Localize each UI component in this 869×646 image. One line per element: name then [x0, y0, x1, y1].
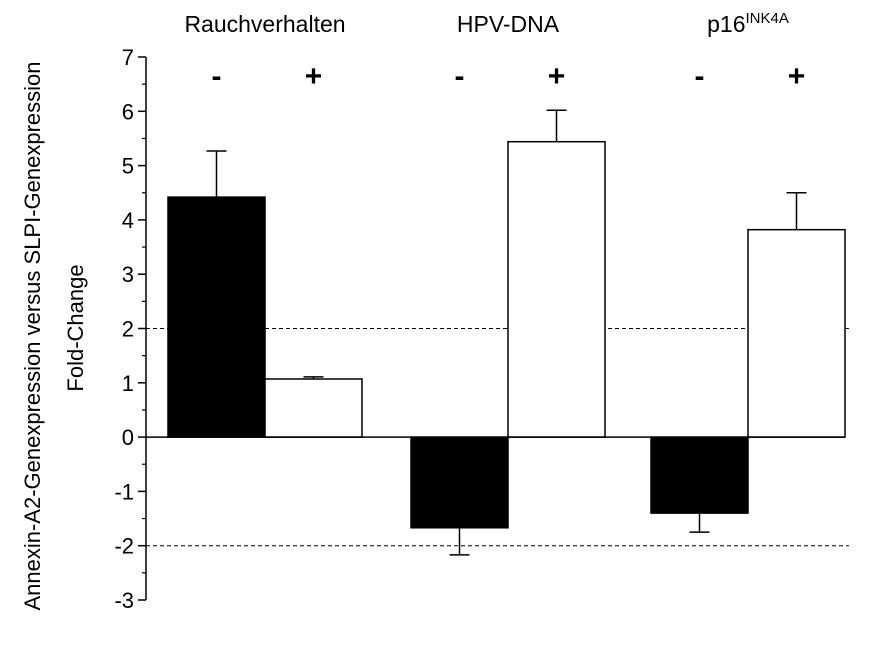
group-label: p16INK4A [707, 10, 789, 37]
y-tick-label: 7 [122, 45, 134, 70]
y-tick-label: 6 [122, 99, 134, 124]
error-bars [206, 109, 807, 556]
minus-label: - [455, 60, 465, 93]
y-tick-label: 4 [122, 208, 134, 233]
bar [747, 228, 846, 438]
bar [650, 436, 749, 514]
minus-label: - [212, 60, 222, 93]
y-axis-title: Fold-Change [63, 264, 88, 391]
reference-lines [146, 328, 849, 547]
labels: Annexin-A2-Genexpression versus SLPI-Gen… [20, 10, 805, 611]
y-tick-label: 2 [122, 317, 134, 342]
bars [167, 140, 846, 529]
y-tick-label: 3 [122, 262, 134, 287]
plus-label: + [548, 60, 566, 93]
plus-label: + [305, 60, 323, 93]
y-tick-label: -2 [114, 534, 134, 559]
y-axis-outer-title: Annexin-A2-Genexpression versus SLPI-Gen… [20, 61, 45, 610]
y-tick-label: 5 [122, 154, 134, 179]
bar [264, 378, 363, 438]
bar [167, 196, 266, 438]
y-tick-label: 1 [122, 371, 134, 396]
y-tick-label: 0 [122, 425, 134, 450]
bar [507, 140, 606, 438]
bar [410, 436, 509, 529]
group-label: Rauchverhalten [184, 11, 345, 37]
plus-label: + [788, 60, 806, 93]
group-label: HPV-DNA [457, 11, 560, 37]
minus-label: - [695, 60, 705, 93]
axes: 7 6 5 4 3 2 1 0 -1 -2 -3 [114, 45, 845, 613]
y-tick-label: -1 [114, 479, 134, 504]
y-tick-label: -3 [114, 588, 134, 613]
